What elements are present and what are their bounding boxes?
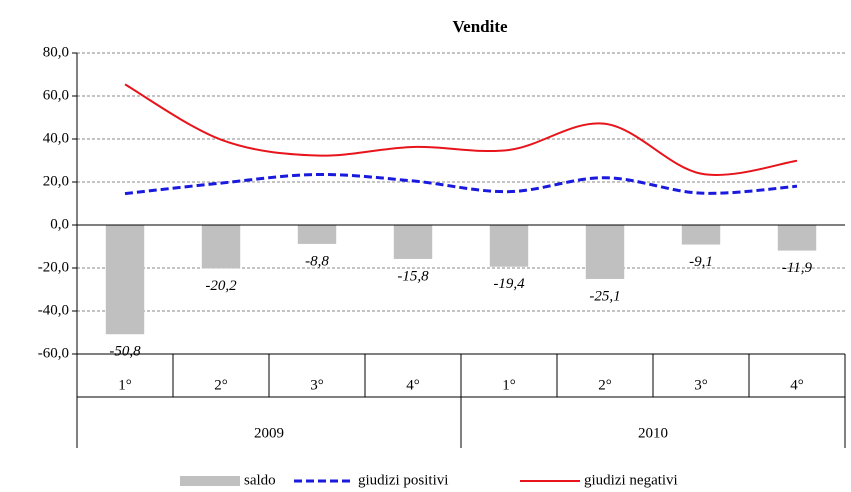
value-label: -19,4 bbox=[493, 276, 525, 292]
y-tick-label: 80,0 bbox=[43, 44, 69, 60]
bar bbox=[297, 225, 337, 244]
value-label: -25,1 bbox=[589, 288, 620, 304]
value-label: -20,2 bbox=[205, 278, 237, 294]
bar bbox=[489, 225, 529, 267]
value-label: -50,8 bbox=[109, 344, 141, 360]
x-tick-label: 3° bbox=[310, 377, 324, 393]
x-tick-label: 1° bbox=[118, 377, 132, 393]
x-tick-label: 2° bbox=[598, 377, 612, 393]
legend-swatch bbox=[180, 476, 240, 486]
y-tick-label: -60,0 bbox=[38, 345, 69, 361]
x-tick-label: 4° bbox=[790, 377, 804, 393]
bar bbox=[393, 225, 433, 259]
legend-label: giudizi positivi bbox=[358, 472, 448, 488]
x-tick-label: 1° bbox=[502, 377, 516, 393]
y-tick-label: 40,0 bbox=[43, 130, 69, 146]
y-tick-label: -40,0 bbox=[38, 302, 69, 318]
y-tick-label: 60,0 bbox=[43, 87, 69, 103]
legend-label: saldo bbox=[244, 472, 276, 488]
value-label: -8,8 bbox=[305, 253, 329, 269]
chart-title: Vendite bbox=[452, 17, 508, 36]
value-label: -15,8 bbox=[397, 268, 429, 284]
bar bbox=[681, 225, 721, 245]
bar bbox=[201, 225, 241, 269]
line bbox=[124, 172, 798, 196]
group-label: 2010 bbox=[638, 425, 668, 441]
x-tick-label: 4° bbox=[406, 377, 420, 393]
value-label: -9,1 bbox=[689, 254, 713, 270]
value-label: -11,9 bbox=[782, 260, 813, 276]
y-tick-label: 0,0 bbox=[50, 216, 69, 232]
x-tick-label: 3° bbox=[694, 377, 708, 393]
x-tick-label: 2° bbox=[214, 377, 228, 393]
line bbox=[124, 83, 798, 176]
y-tick-label: -20,0 bbox=[38, 259, 69, 275]
legend-label: giudizi negativi bbox=[584, 472, 678, 488]
y-tick-label: 20,0 bbox=[43, 173, 69, 189]
group-label: 2009 bbox=[254, 425, 284, 441]
bar bbox=[105, 225, 145, 335]
bar bbox=[777, 225, 817, 251]
bar bbox=[585, 225, 625, 279]
